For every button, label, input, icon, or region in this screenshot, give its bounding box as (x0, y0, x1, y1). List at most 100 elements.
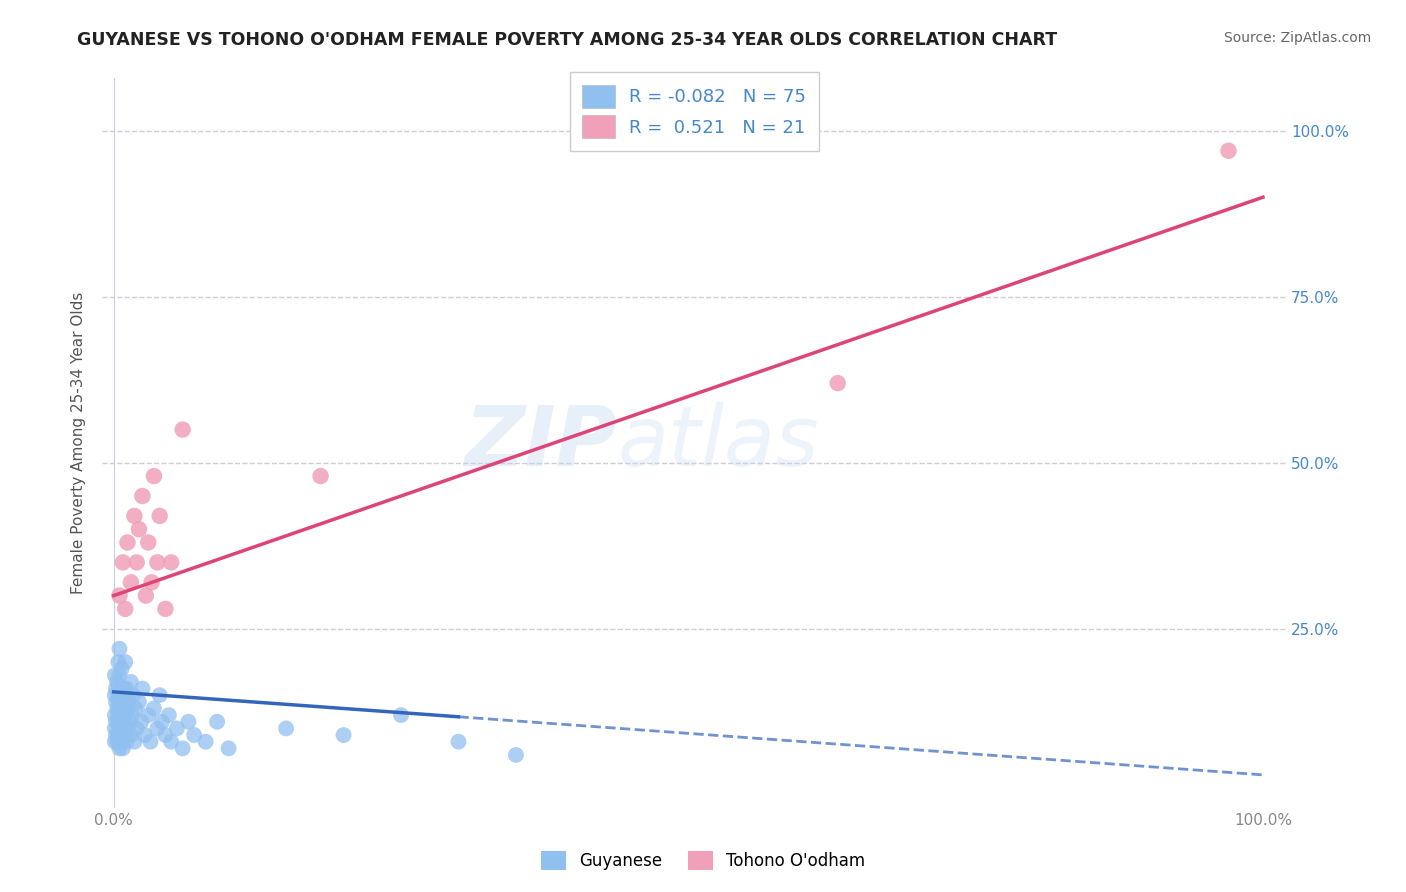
Point (107, 708, 129, 723)
Point (274, 722, 297, 736)
Point (108, 741, 131, 756)
Point (105, 728, 128, 742)
Point (115, 734, 138, 748)
Point (129, 714, 152, 729)
Point (149, 688, 172, 702)
Point (114, 708, 136, 723)
Point (160, 555, 183, 569)
Point (118, 714, 141, 729)
Point (183, 728, 205, 742)
Point (141, 575, 163, 590)
Point (108, 589, 131, 603)
Point (104, 722, 127, 736)
Text: Source: ZipAtlas.com: Source: ZipAtlas.com (1223, 31, 1371, 45)
Point (150, 714, 173, 729)
Point (110, 681, 132, 696)
Y-axis label: Female Poverty Among 25-34 Year Olds: Female Poverty Among 25-34 Year Olds (72, 292, 86, 594)
Point (172, 741, 194, 756)
Point (218, 741, 240, 756)
Point (125, 722, 148, 736)
Point (139, 734, 162, 748)
Point (136, 708, 159, 723)
Point (447, 734, 470, 748)
Point (105, 701, 128, 715)
Point (115, 681, 138, 696)
Text: GUYANESE VS TOHONO O'ODHAM FEMALE POVERTY AMONG 25-34 YEAR OLDS CORRELATION CHAR: GUYANESE VS TOHONO O'ODHAM FEMALE POVERT… (77, 31, 1057, 49)
Text: atlas: atlas (617, 402, 818, 483)
Point (105, 681, 128, 696)
Point (112, 701, 135, 715)
Point (111, 741, 134, 756)
Point (172, 423, 194, 437)
Legend: Guyanese, Tohono O'odham: Guyanese, Tohono O'odham (534, 844, 872, 877)
Point (114, 602, 136, 616)
Point (111, 662, 134, 676)
Point (131, 681, 153, 696)
Point (505, 747, 527, 762)
Point (111, 734, 134, 748)
Point (117, 701, 139, 715)
Point (105, 674, 128, 689)
Point (114, 688, 136, 702)
Point (108, 668, 131, 682)
Point (107, 655, 129, 669)
Point (112, 722, 135, 736)
Point (107, 728, 129, 742)
Point (160, 734, 183, 748)
Point (135, 589, 157, 603)
Point (104, 688, 127, 702)
Point (107, 688, 129, 702)
Point (105, 714, 128, 729)
Point (194, 734, 217, 748)
Point (142, 469, 165, 483)
Point (111, 708, 134, 723)
Point (177, 714, 200, 729)
Point (104, 734, 127, 748)
Point (120, 674, 142, 689)
Text: ZIP: ZIP (464, 402, 617, 483)
Point (128, 695, 150, 709)
Point (111, 555, 134, 569)
Point (112, 681, 135, 696)
Point (157, 708, 180, 723)
Legend: R = -0.082   N = 75, R =  0.521   N = 21: R = -0.082 N = 75, R = 0.521 N = 21 (569, 72, 818, 151)
Point (124, 734, 146, 748)
Point (149, 508, 172, 523)
Point (108, 641, 131, 656)
Point (105, 695, 128, 709)
Point (108, 695, 131, 709)
Point (136, 535, 159, 549)
Point (146, 555, 169, 569)
Point (120, 575, 142, 590)
Point (120, 728, 142, 742)
Point (114, 655, 136, 669)
Point (111, 714, 134, 729)
Point (155, 602, 177, 616)
Point (124, 701, 146, 715)
Point (146, 722, 169, 736)
Point (128, 522, 150, 536)
Point (110, 722, 132, 736)
Point (117, 535, 139, 549)
Point (309, 469, 332, 483)
Point (114, 728, 136, 742)
Point (125, 555, 148, 569)
Point (155, 728, 177, 742)
Point (104, 668, 127, 682)
Point (122, 688, 145, 702)
Point (124, 508, 146, 523)
Point (827, 376, 849, 391)
Point (142, 701, 165, 715)
Point (131, 489, 153, 503)
Point (205, 714, 228, 729)
Point (105, 734, 128, 748)
Point (121, 708, 143, 723)
Point (111, 695, 134, 709)
Point (166, 722, 188, 736)
Point (110, 701, 132, 715)
Point (1218, 144, 1240, 158)
Point (117, 695, 139, 709)
Point (117, 722, 139, 736)
Point (108, 714, 131, 729)
Point (389, 708, 412, 723)
